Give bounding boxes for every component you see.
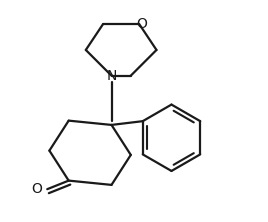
Text: O: O bbox=[31, 182, 42, 196]
Text: N: N bbox=[106, 69, 117, 83]
Text: O: O bbox=[136, 17, 147, 31]
